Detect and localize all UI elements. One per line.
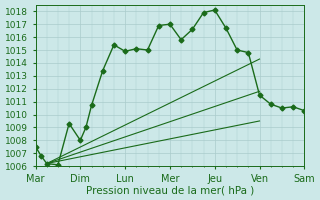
X-axis label: Pression niveau de la mer( hPa ): Pression niveau de la mer( hPa ) [86,185,254,195]
